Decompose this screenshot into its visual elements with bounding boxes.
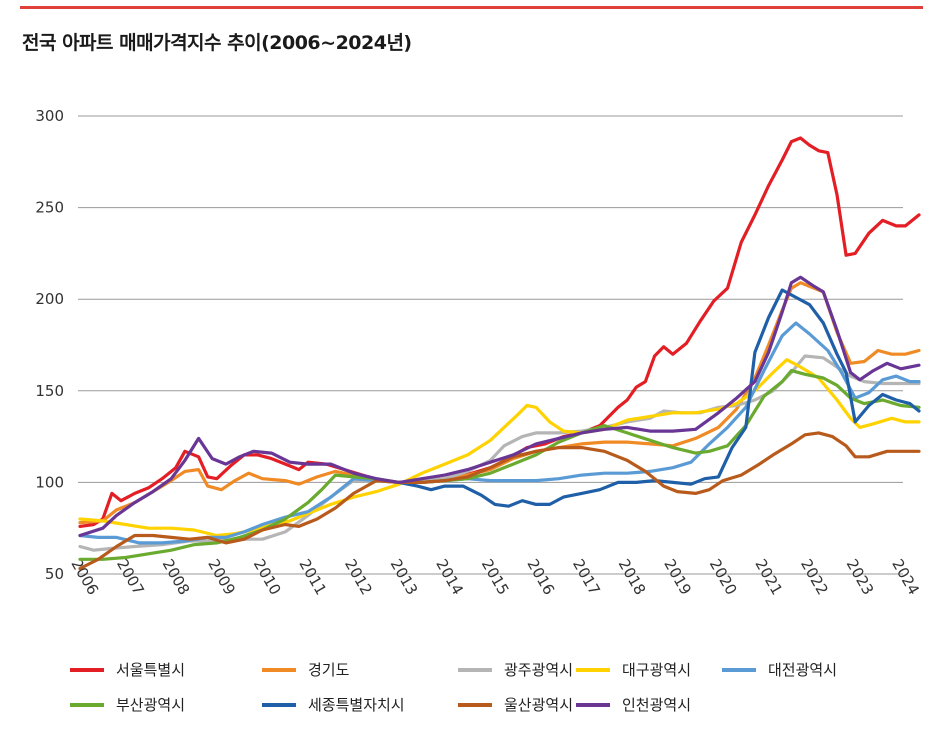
series-line-5 <box>78 369 921 561</box>
legend-label: 대전광역시 <box>768 661 837 679</box>
legend-label: 세종특별자치시 <box>308 696 405 714</box>
x-tick-label: 2012 <box>341 556 376 598</box>
x-tick-label: 2016 <box>523 556 558 598</box>
chart-title: 전국 아파트 매매가격지수 추이(2006~2024년) <box>22 32 412 54</box>
x-axis-ticks: 2006 2007 2008 2009 2010 2011 2012 2013 2014 2015… <box>67 556 922 598</box>
x-tick-label: 2013 <box>387 556 422 598</box>
series-line-7 <box>78 431 921 571</box>
x-tick-label: 2014 <box>432 556 467 598</box>
x-tick-label: 2010 <box>250 556 285 598</box>
y-tick-label: 100 <box>35 473 64 491</box>
series-line-6 <box>397 288 921 508</box>
x-tick-label: 2022 <box>797 556 832 598</box>
series-line-1 <box>78 281 921 525</box>
legend-label: 경기도 <box>308 661 350 679</box>
gridlines <box>78 115 903 575</box>
x-tick-label: 2018 <box>615 556 650 598</box>
x-tick-label: 2007 <box>113 556 148 598</box>
x-tick-label: 2008 <box>159 556 194 598</box>
x-tick-label: 2011 <box>295 556 330 598</box>
x-tick-label: 2009 <box>204 556 239 598</box>
y-tick-label: 200 <box>35 290 64 308</box>
x-tick-label: 2023 <box>843 556 878 598</box>
y-tick-label: 250 <box>35 199 64 217</box>
legend-label: 서울특별시 <box>116 661 185 679</box>
series-line-0 <box>78 136 921 528</box>
x-tick-label: 2024 <box>888 556 923 598</box>
y-tick-label: 50 <box>45 565 64 583</box>
legend-label: 인천광역시 <box>622 696 691 714</box>
legend-label: 대구광역시 <box>622 661 691 679</box>
legend-label: 광주광역시 <box>504 661 573 679</box>
legend-label: 부산광역시 <box>116 696 185 714</box>
x-tick-label: 2021 <box>751 556 786 598</box>
y-tick-label: 300 <box>35 107 64 125</box>
y-tick-label: 150 <box>35 382 64 400</box>
x-tick-label: 2019 <box>660 556 695 598</box>
x-tick-label: 2006 <box>67 556 102 598</box>
x-tick-label: 2020 <box>706 556 741 598</box>
series-line-2 <box>78 354 921 552</box>
x-tick-label: 2015 <box>478 556 513 598</box>
top-rule <box>20 6 923 9</box>
series-lines <box>78 136 921 571</box>
x-tick-label: 2017 <box>569 556 604 598</box>
series-line-8 <box>78 275 921 538</box>
series-line-4 <box>78 321 921 545</box>
y-axis-ticks: 50 100 150 200 250 300 <box>35 107 64 583</box>
legend-label: 울산광역시 <box>504 696 573 714</box>
